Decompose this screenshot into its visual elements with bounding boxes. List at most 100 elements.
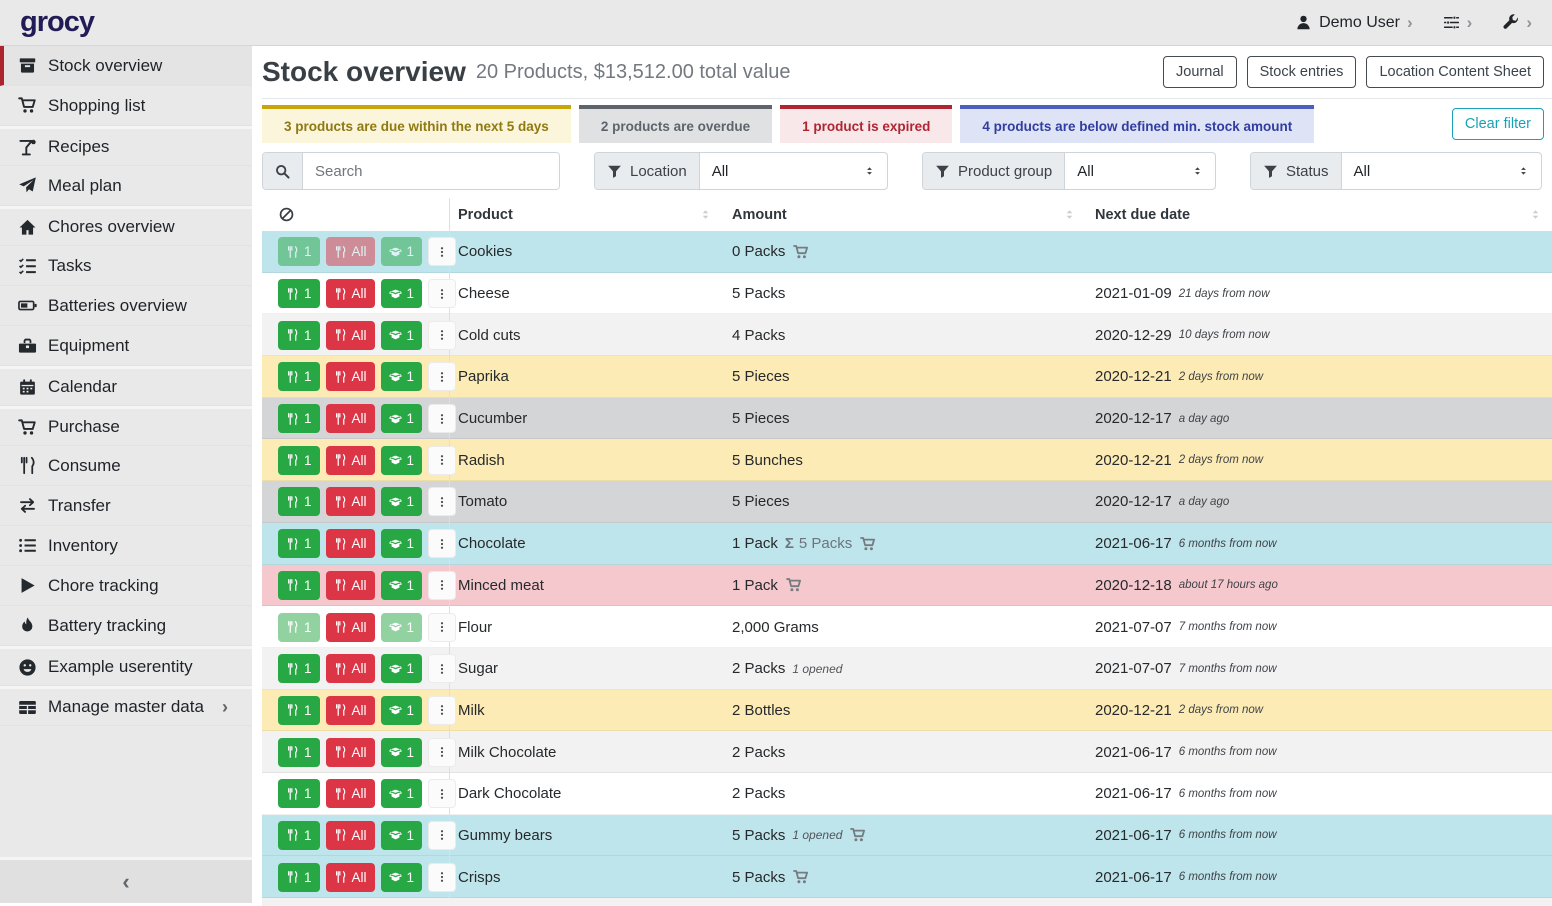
status-select[interactable]: All: [1342, 153, 1541, 189]
sidebar-item[interactable]: Chore tracking ›: [0, 566, 252, 606]
open-one-button[interactable]: 1: [381, 654, 423, 683]
page-header: Stock overview 20 Products, $13,512.00 t…: [262, 46, 1552, 99]
below-min-filter-badge[interactable]: 4 products are below defined min. stock …: [960, 105, 1314, 143]
overdue-filter-badge[interactable]: 2 products are overdue: [579, 105, 772, 143]
consume-one-button[interactable]: 1: [278, 738, 320, 767]
open-one-button[interactable]: 1: [381, 237, 423, 266]
product-name: Milk Chocolate: [450, 731, 722, 773]
due-date-relative: 21 days from now: [1179, 288, 1270, 300]
open-one-button[interactable]: 1: [381, 696, 423, 725]
consume-one-button[interactable]: 1: [278, 613, 320, 642]
sidebar-item[interactable]: Recipes ›: [0, 126, 252, 166]
utensils-icon: [286, 370, 299, 384]
open-one-button[interactable]: 1: [381, 738, 423, 767]
open-one-button[interactable]: 1: [381, 279, 423, 308]
consume-one-button[interactable]: 1: [278, 237, 320, 266]
utensils-icon: [334, 537, 347, 551]
consume-all-button[interactable]: All: [326, 571, 375, 600]
consume-one-button[interactable]: 1: [278, 529, 320, 558]
consume-one-button[interactable]: 1: [278, 821, 320, 850]
sort-icon[interactable]: [699, 208, 712, 221]
sort-icon[interactable]: [1529, 208, 1542, 221]
consume-all-button[interactable]: All: [326, 237, 375, 266]
sidebar-item[interactable]: Purchase ›: [0, 406, 252, 446]
sidebar-item[interactable]: Tasks ›: [0, 246, 252, 286]
consume-all-button[interactable]: All: [326, 738, 375, 767]
sidebar-item[interactable]: Example userentity ›: [0, 646, 252, 686]
sidebar-item[interactable]: Stock overview ›: [0, 46, 252, 86]
consume-all-button[interactable]: All: [326, 446, 375, 475]
consume-one-button[interactable]: 1: [278, 446, 320, 475]
consume-all-button[interactable]: All: [326, 279, 375, 308]
consume-one-button[interactable]: 1: [278, 321, 320, 350]
consume-one-button[interactable]: 1: [278, 779, 320, 808]
consume-one-button[interactable]: 1: [278, 487, 320, 516]
sidebar-item[interactable]: Manage master data ›: [0, 686, 252, 726]
consume-all-button[interactable]: All: [326, 821, 375, 850]
sidebar-item[interactable]: Meal plan ›: [0, 166, 252, 206]
sidebar-item[interactable]: Consume ›: [0, 446, 252, 486]
consume-all-button[interactable]: All: [326, 321, 375, 350]
consume-one-button[interactable]: 1: [278, 654, 320, 683]
due-date-column-header[interactable]: Next due date: [1095, 207, 1190, 223]
consume-all-button[interactable]: All: [326, 362, 375, 391]
utensils-icon: [286, 537, 299, 551]
sidebar-item[interactable]: Batteries overview ›: [0, 286, 252, 326]
consume-all-button[interactable]: All: [326, 613, 375, 642]
sidebar-collapse-button[interactable]: ‹: [0, 857, 252, 903]
open-one-button[interactable]: 1: [381, 446, 423, 475]
consume-one-button[interactable]: 1: [278, 571, 320, 600]
user-menu[interactable]: Demo User ›: [1295, 14, 1413, 32]
open-one-button[interactable]: 1: [381, 487, 423, 516]
consume-one-button[interactable]: 1: [278, 863, 320, 892]
sidebar-item[interactable]: Shopping list ›: [0, 86, 252, 126]
open-one-button[interactable]: 1: [381, 321, 423, 350]
admin-menu[interactable]: ›: [1502, 14, 1532, 31]
sidebar-item[interactable]: Chores overview ›: [0, 206, 252, 246]
consume-one-button[interactable]: 1: [278, 362, 320, 391]
consume-all-button[interactable]: All: [326, 487, 375, 516]
consume-one-button[interactable]: 1: [278, 279, 320, 308]
sidebar-item[interactable]: Inventory ›: [0, 526, 252, 566]
sidebar-item[interactable]: Equipment ›: [0, 326, 252, 366]
sidebar-item[interactable]: Transfer ›: [0, 486, 252, 526]
due-soon-filter-badge[interactable]: 3 products are due within the next 5 day…: [262, 105, 571, 143]
location-content-sheet-button[interactable]: Location Content Sheet: [1366, 56, 1544, 88]
app-logo[interactable]: grocy: [20, 6, 94, 39]
sidebar-item[interactable]: Calendar ›: [0, 366, 252, 406]
sort-icon[interactable]: [1063, 208, 1076, 221]
consume-one-button[interactable]: 1: [278, 404, 320, 433]
sidebar-item[interactable]: Battery tracking ›: [0, 606, 252, 646]
consume-all-button[interactable]: All: [326, 529, 375, 558]
clear-filter-button[interactable]: Clear filter: [1452, 108, 1544, 140]
product-column-header[interactable]: Product: [458, 207, 513, 223]
location-select[interactable]: All: [700, 153, 887, 189]
open-one-button[interactable]: 1: [381, 362, 423, 391]
due-date-cell: 2020-12-18 about 17 hours ago: [1086, 565, 1552, 607]
open-one-button[interactable]: 1: [381, 821, 423, 850]
consume-all-button[interactable]: All: [326, 404, 375, 433]
due-date-relative: 2 days from now: [1179, 371, 1263, 383]
open-one-button[interactable]: 1: [381, 529, 423, 558]
product-name: Sugar: [450, 648, 722, 690]
open-one-button[interactable]: 1: [381, 404, 423, 433]
open-one-button[interactable]: 1: [381, 779, 423, 808]
amount-column-header[interactable]: Amount: [732, 207, 787, 223]
consume-all-button[interactable]: All: [326, 779, 375, 808]
open-one-button[interactable]: 1: [381, 571, 423, 600]
consume-all-button[interactable]: All: [326, 654, 375, 683]
open-one-button[interactable]: 1: [381, 613, 423, 642]
expired-filter-badge[interactable]: 1 product is expired: [780, 105, 952, 143]
consume-one-button[interactable]: 1: [278, 696, 320, 725]
product-group-select[interactable]: All: [1065, 153, 1215, 189]
open-one-button[interactable]: 1: [381, 863, 423, 892]
settings-menu[interactable]: ›: [1443, 14, 1473, 31]
consume-all-button[interactable]: All: [326, 696, 375, 725]
stock-entries-button[interactable]: Stock entries: [1247, 56, 1357, 88]
table-icon: [18, 698, 44, 717]
amount-cell: 5 Packs Σ 1 opened: [722, 815, 1086, 857]
journal-button[interactable]: Journal: [1163, 56, 1237, 88]
search-input[interactable]: [303, 153, 559, 189]
eye-slash-icon[interactable]: [278, 206, 295, 223]
consume-all-button[interactable]: All: [326, 863, 375, 892]
